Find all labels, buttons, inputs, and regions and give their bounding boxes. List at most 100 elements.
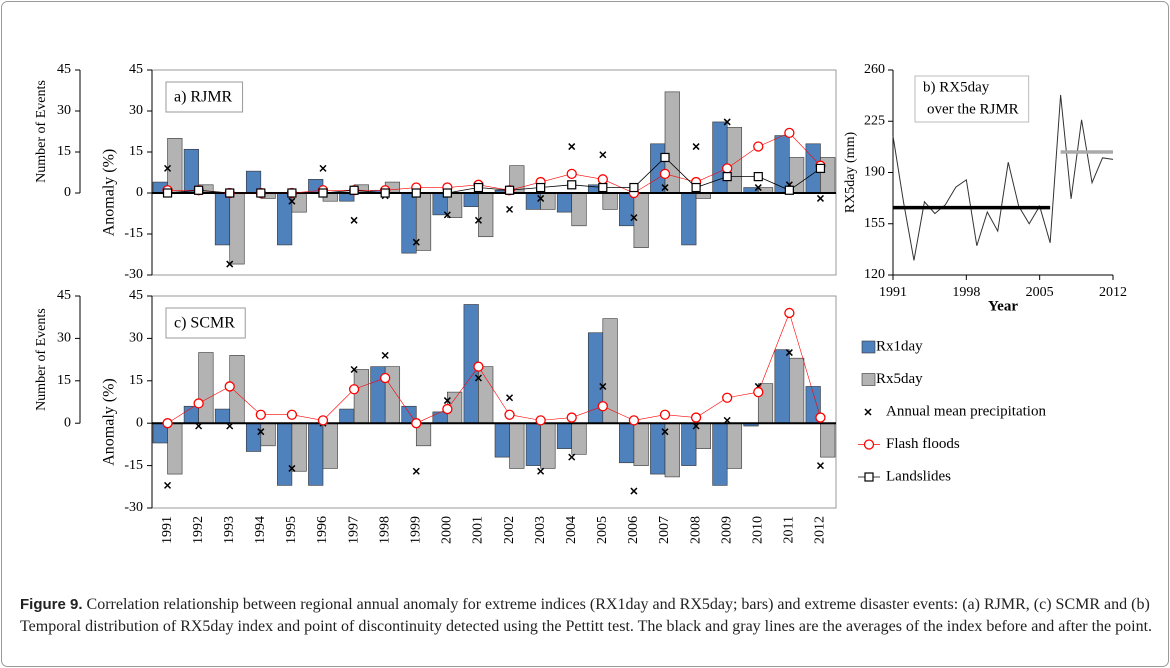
bar <box>619 422 635 464</box>
marker-circle <box>690 412 702 423</box>
marker-cross <box>443 211 451 219</box>
bar <box>415 192 432 251</box>
marker-cross <box>164 164 172 172</box>
x-tick-label: 2004 <box>564 516 579 544</box>
title-box <box>165 307 246 339</box>
bar <box>726 422 743 469</box>
y2-tick-label: 0 <box>64 185 71 200</box>
marker-square <box>442 188 452 198</box>
y2-tick-label: 15 <box>57 373 71 388</box>
marker-cross <box>474 374 482 382</box>
legend-swatch <box>861 373 876 386</box>
legend-swatch <box>864 472 874 482</box>
panel-title: c) SCMR <box>174 315 235 332</box>
y2-tick-label: 30 <box>57 331 71 346</box>
marker-circle <box>162 418 173 429</box>
marker-square <box>722 172 732 182</box>
marker-circle <box>473 361 484 372</box>
y-tick-label: 15 <box>129 373 143 388</box>
bar <box>183 405 199 424</box>
x-tick-label: 2005 <box>1026 285 1054 300</box>
marker-square <box>629 182 639 193</box>
marker-square <box>691 182 701 193</box>
x-tick-label: 1996 <box>315 516 330 544</box>
marker-cross <box>412 467 420 475</box>
marker-cross <box>661 184 669 192</box>
series-line <box>167 156 821 194</box>
marker-circle <box>722 163 733 174</box>
bar <box>774 135 790 194</box>
legend-label: Landslides <box>886 468 951 484</box>
bar <box>571 422 587 455</box>
bar <box>339 408 355 424</box>
x-tick-label: 1999 <box>408 516 423 544</box>
x-tick-label: 2005 <box>595 516 610 544</box>
bar <box>494 422 510 458</box>
marker-cross <box>568 453 576 461</box>
y-axis-title: RX5day (mm) <box>843 132 858 214</box>
caption: Figure 9. Correlation relationship betwe… <box>20 594 1155 638</box>
marker-circle <box>411 418 422 429</box>
marker-cross <box>599 151 607 159</box>
bar <box>695 422 711 449</box>
marker-cross <box>412 238 420 246</box>
marker-square <box>660 152 670 163</box>
y2-axis-title: Number of Events <box>34 80 49 183</box>
marker-cross <box>288 464 296 472</box>
y-tick-label: 260 <box>864 62 885 77</box>
marker-circle <box>348 384 360 395</box>
marker-circle <box>255 409 266 420</box>
marker-square <box>318 188 328 198</box>
marker-cross <box>661 428 669 436</box>
marker-circle <box>659 168 671 180</box>
marker-circle <box>224 381 235 392</box>
marker-square <box>162 188 173 198</box>
y-tick-label: 155 <box>864 216 885 231</box>
title-box <box>914 75 1030 123</box>
bar <box>167 422 183 475</box>
y-tick-label: -30 <box>124 500 143 515</box>
marker-cross <box>350 216 358 224</box>
bar <box>712 121 728 194</box>
marker-circle <box>193 398 204 409</box>
bar <box>277 192 293 246</box>
x-tick-label: 1991 <box>879 285 907 300</box>
y-tick-label: -15 <box>124 226 143 241</box>
marker-cross <box>692 143 700 151</box>
marker-square <box>256 188 266 198</box>
marker-circle <box>815 412 826 423</box>
bar <box>540 422 556 469</box>
legend-swatch <box>864 408 872 416</box>
panel-title: b) RX5day <box>923 79 990 95</box>
bar <box>712 422 728 486</box>
x-tick-label: 1998 <box>952 285 980 300</box>
caption-text: Correlation relationship between regiona… <box>20 596 1153 635</box>
marker-circle <box>753 386 764 398</box>
x-tick-label: 1995 <box>284 516 299 544</box>
marker-circle <box>784 307 795 319</box>
bar <box>726 127 743 194</box>
bar <box>820 422 836 458</box>
marker-circle <box>286 409 298 420</box>
y2-axis-title: Number of Events <box>34 308 49 411</box>
bar <box>463 192 479 207</box>
title-box <box>165 81 244 113</box>
marker-cross <box>630 214 638 222</box>
bar <box>229 192 245 265</box>
marker-circle <box>628 415 640 426</box>
x-tick-label: 1997 <box>346 516 361 544</box>
bar <box>308 422 324 486</box>
x-tick-label: 2009 <box>719 516 734 544</box>
panel-title: a) RJMR <box>174 89 233 106</box>
y-tick-label: 45 <box>129 62 143 77</box>
bar <box>214 192 231 246</box>
bar <box>619 192 635 227</box>
x-tick-label: 2012 <box>813 516 828 544</box>
marker-circle <box>784 127 795 139</box>
marker-cross <box>195 422 203 430</box>
bar <box>525 422 541 466</box>
marker-square <box>225 188 235 198</box>
marker-cross <box>816 194 824 202</box>
marker-cross <box>350 365 358 374</box>
